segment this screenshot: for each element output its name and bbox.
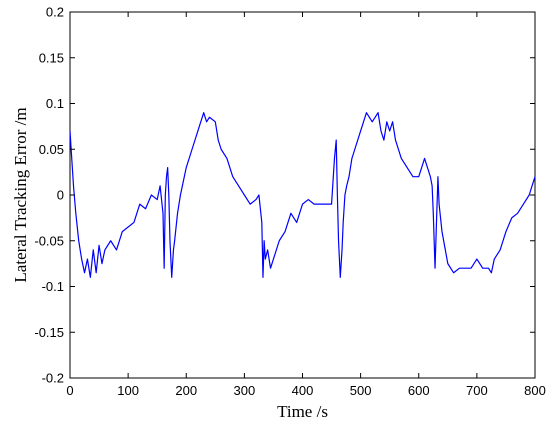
- x-tick-label: 200: [175, 383, 197, 398]
- x-tick-label: 300: [234, 383, 256, 398]
- ticks: [69, 11, 536, 379]
- x-tick-label: 800: [524, 383, 546, 398]
- y-tick-label: 0.15: [39, 50, 64, 65]
- x-tick-label: 500: [350, 383, 372, 398]
- series-line-0: [69, 112, 536, 278]
- x-axis-title: Time /s: [277, 402, 328, 421]
- y-tick-label: -0.15: [34, 325, 64, 340]
- y-tick-label: -0.2: [42, 371, 64, 386]
- y-tick-label: 0: [57, 188, 64, 203]
- x-tick-label: 700: [466, 383, 488, 398]
- plot-area: [69, 11, 536, 379]
- y-tick-label: 0.05: [39, 142, 64, 157]
- axes-box: [69, 11, 536, 379]
- y-tick-label: -0.05: [34, 233, 64, 248]
- y-axis-title: Lateral Tracking Error /m: [11, 107, 30, 282]
- tick-labels: 0 100 200 300 400 500 600 700 800 -0.2 -0.15 -0.1 -0…: [34, 5, 545, 399]
- x-tick-label: 0: [66, 383, 73, 398]
- x-tick-label: 600: [408, 383, 430, 398]
- x-tick-label: 100: [117, 383, 139, 398]
- x-tick-label: 400: [292, 383, 314, 398]
- y-tick-label: 0.1: [46, 96, 64, 111]
- y-tick-label: 0.2: [46, 5, 64, 20]
- y-tick-label: -0.1: [42, 279, 64, 294]
